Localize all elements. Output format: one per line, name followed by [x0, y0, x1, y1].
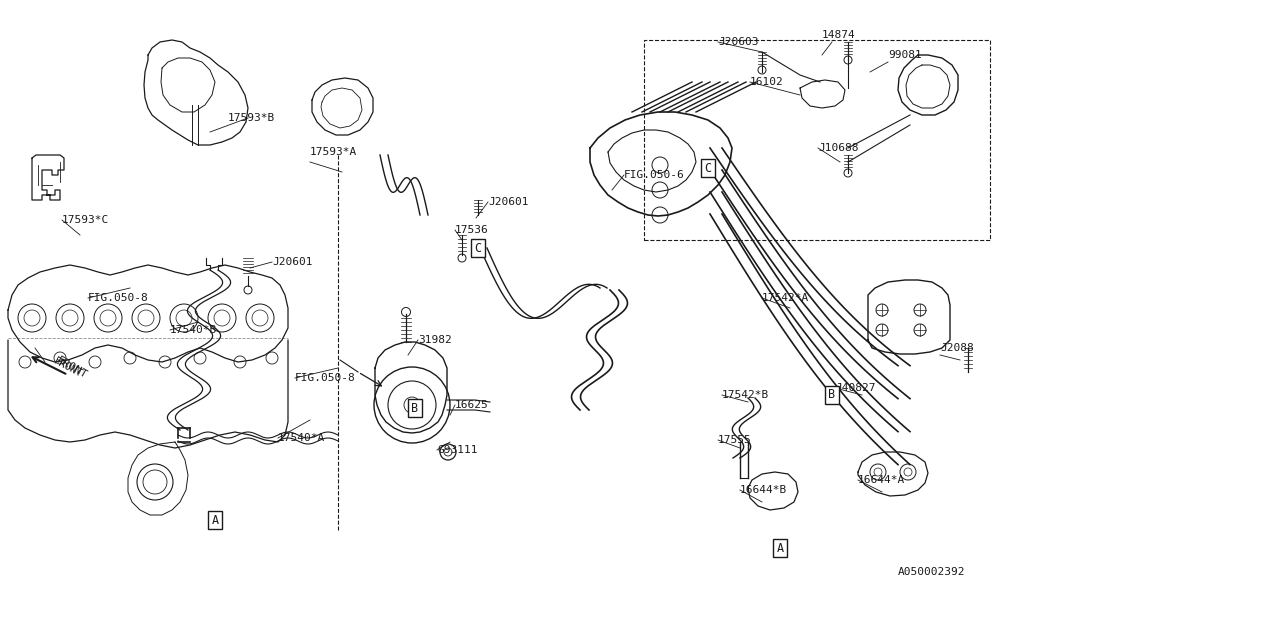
- Text: J20601: J20601: [273, 257, 312, 267]
- Text: FIG.050-8: FIG.050-8: [88, 293, 148, 303]
- Text: 16644*B: 16644*B: [740, 485, 787, 495]
- Text: A: A: [777, 541, 783, 554]
- Text: 17555: 17555: [718, 435, 751, 445]
- Text: 17540*A: 17540*A: [278, 433, 325, 443]
- Text: 16102: 16102: [750, 77, 783, 87]
- Text: FRONT: FRONT: [55, 355, 90, 381]
- Text: G93111: G93111: [436, 445, 477, 455]
- Text: J20603: J20603: [718, 37, 759, 47]
- Text: FRONT: FRONT: [52, 356, 84, 380]
- Text: J10688: J10688: [818, 143, 859, 153]
- Text: 31982: 31982: [419, 335, 452, 345]
- Text: J2088: J2088: [940, 343, 974, 353]
- Text: C: C: [475, 241, 481, 255]
- Text: FIG.050-8: FIG.050-8: [294, 373, 356, 383]
- Text: J40827: J40827: [835, 383, 876, 393]
- Text: 16625: 16625: [454, 400, 489, 410]
- Text: J20601: J20601: [488, 197, 529, 207]
- Text: B: B: [828, 388, 836, 401]
- Text: 17593*B: 17593*B: [228, 113, 275, 123]
- Text: 17593*A: 17593*A: [310, 147, 357, 157]
- Text: B: B: [411, 401, 419, 415]
- Text: A: A: [211, 513, 219, 527]
- Text: 14874: 14874: [822, 30, 856, 40]
- Text: 17536: 17536: [454, 225, 489, 235]
- Text: C: C: [704, 161, 712, 175]
- Text: A050002392: A050002392: [899, 567, 965, 577]
- Text: 17542*A: 17542*A: [762, 293, 809, 303]
- Text: 17542*B: 17542*B: [722, 390, 769, 400]
- Text: 99081: 99081: [888, 50, 922, 60]
- Text: FIG.050-6: FIG.050-6: [625, 170, 685, 180]
- Bar: [644, 40, 989, 240]
- Text: 17540*B: 17540*B: [170, 325, 218, 335]
- Text: 17593*C: 17593*C: [61, 215, 109, 225]
- Text: 16644*A: 16644*A: [858, 475, 905, 485]
